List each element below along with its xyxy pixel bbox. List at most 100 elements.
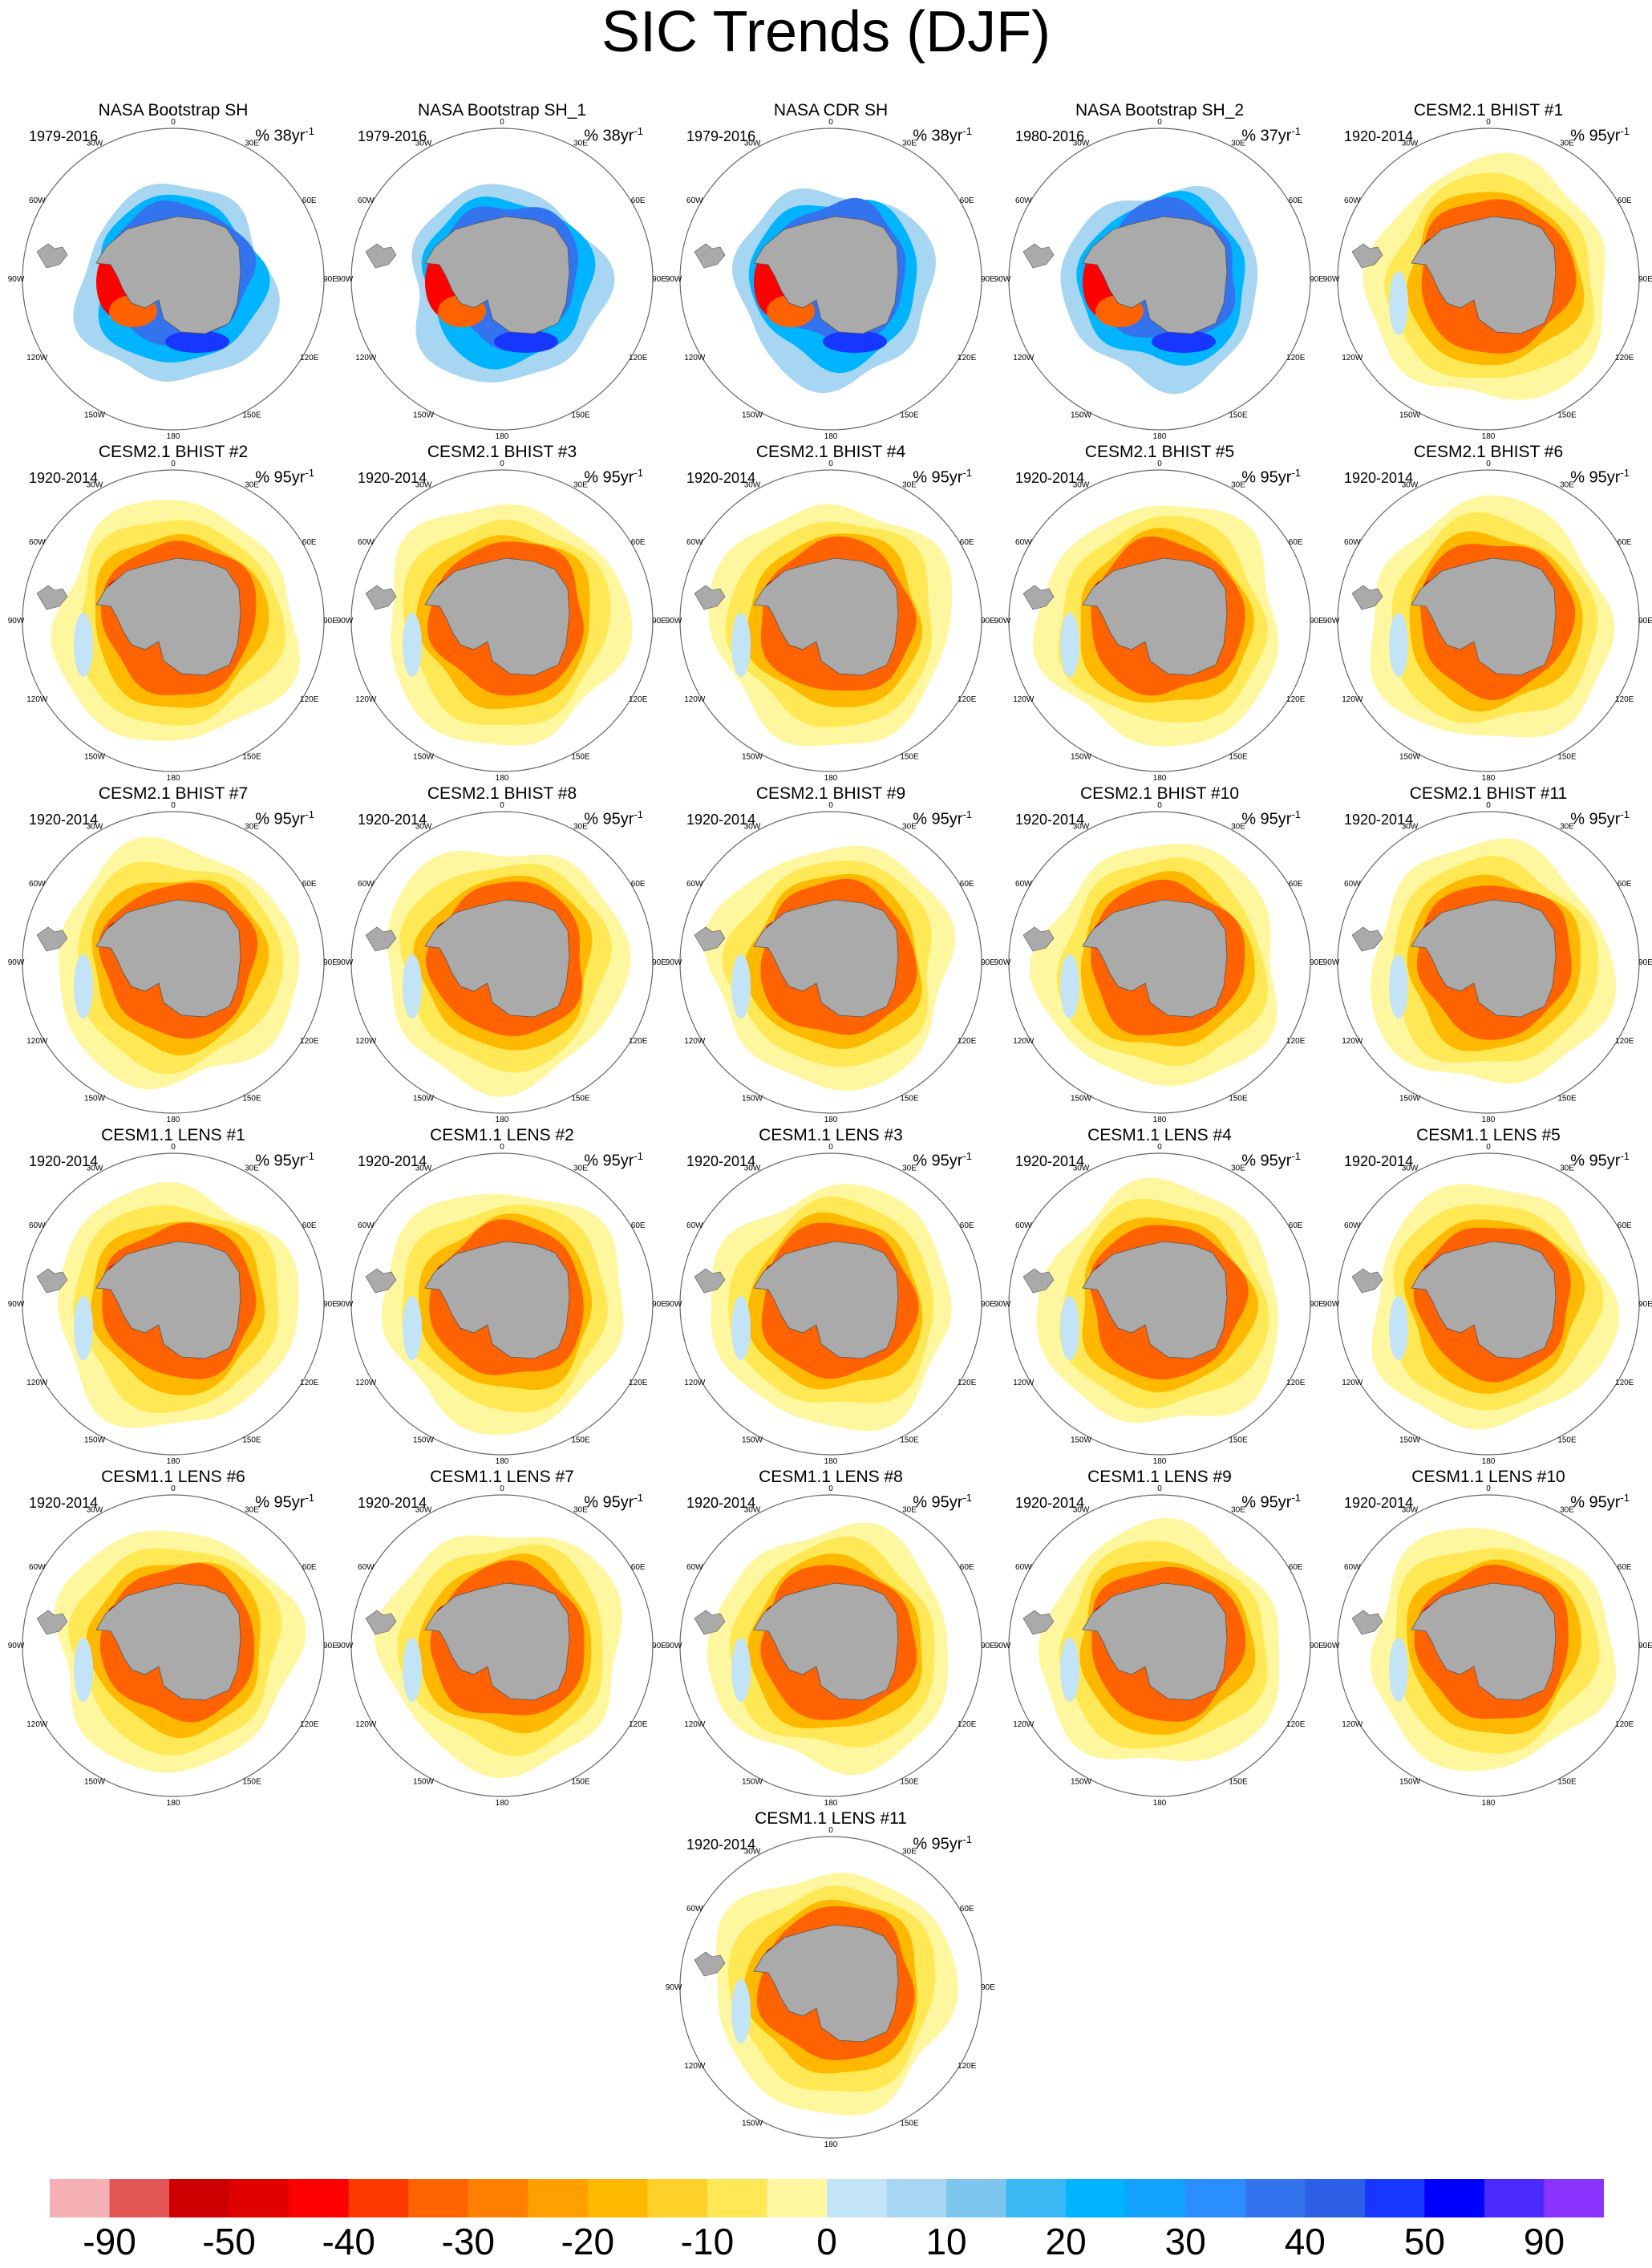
- panel-unit: % 95yr-1: [255, 1150, 314, 1170]
- panel-years: 1920-2014: [358, 1153, 427, 1169]
- longitude-label: 60W: [1015, 1563, 1032, 1572]
- panel-title: CESM2.1 BHIST #10: [1079, 784, 1240, 803]
- trend-field: [731, 954, 751, 1019]
- longitude-label: 60W: [358, 1221, 375, 1230]
- map-panel: NASA Bootstrap SH_1 1979-2016 % 38yr-1 0 30E…: [337, 101, 667, 444]
- longitude-label: 150E: [1557, 1778, 1577, 1787]
- longitude-label: 150E: [900, 1436, 919, 1445]
- longitude-label: 150E: [1229, 1778, 1248, 1787]
- longitude-label: 120E: [1286, 1379, 1306, 1387]
- longitude-label: 90W: [8, 617, 25, 626]
- longitude-label: 150E: [242, 411, 261, 420]
- panel-title: CESM2.1 BHIST #11: [1409, 784, 1568, 803]
- longitude-label: 60W: [1344, 1563, 1361, 1572]
- south-america-tip: [1351, 1610, 1383, 1635]
- longitude-label: 90E: [981, 1300, 995, 1309]
- polar-map: 0 30E 60E 90E 120E 150E 180 150W 120W 90W 60W 30W: [1323, 118, 1652, 441]
- longitude-label: 0: [500, 1484, 504, 1493]
- longitude-label: 30W: [87, 480, 103, 489]
- polar-map: 0 30E 60E 90E 120E 150E 180 150W 120W 90W 60W 30W: [8, 118, 338, 441]
- longitude-label: 120E: [1615, 354, 1634, 362]
- longitude-label: 60E: [631, 1221, 646, 1230]
- page-title: SIC Trends (DJF): [601, 0, 1051, 64]
- longitude-label: 0: [1486, 460, 1491, 468]
- panel-title: CESM2.1 BHIST #5: [1084, 443, 1235, 461]
- longitude-label: 150W: [1399, 411, 1421, 420]
- polar-map: 0 30E 60E 90E 120E 150E 180 150W 120W 90W 60W 30W: [994, 1143, 1324, 1466]
- trend-field: [1060, 1296, 1079, 1360]
- panel-unit: % 95yr-1: [1241, 1492, 1301, 1512]
- longitude-label: 150E: [1229, 1436, 1248, 1445]
- colorbar-swatch: [1066, 2179, 1127, 2217]
- longitude-label: 150W: [413, 1778, 435, 1787]
- longitude-label: 0: [500, 118, 504, 127]
- polar-map: 0 30E 60E 90E 120E 150E 180 150W 120W 90W 60W 30W: [666, 118, 995, 441]
- map-panel: CESM2.1 BHIST #8 1920-2014 % 95yr-1 0 30E 60E…: [337, 784, 667, 1128]
- longitude-label: 120W: [1342, 1720, 1363, 1729]
- longitude-label: 60E: [1289, 880, 1303, 889]
- longitude-label: 150E: [571, 1436, 590, 1445]
- colorbar-tick-label: -40: [322, 2221, 375, 2262]
- longitude-label: 180: [824, 1457, 838, 1466]
- antarctica-land: [1411, 899, 1557, 1018]
- longitude-label: 180: [1153, 432, 1167, 441]
- longitude-label: 30W: [415, 139, 432, 148]
- longitude-label: 120E: [1286, 1037, 1306, 1046]
- colorbar-tick-label: 50: [1403, 2221, 1445, 2262]
- longitude-label: 60E: [1289, 196, 1303, 205]
- longitude-label: 30E: [1231, 1505, 1245, 1514]
- longitude-label: 150W: [1399, 1095, 1421, 1104]
- longitude-label: 60W: [686, 1221, 703, 1230]
- longitude-label: 0: [1486, 118, 1491, 127]
- map-panel: CESM2.1 BHIST #3 1920-2014 % 95yr-1 0 30E 60E…: [337, 443, 667, 786]
- panel-title: CESM2.1 BHIST #3: [427, 443, 577, 461]
- longitude-label: 120E: [300, 1037, 319, 1046]
- south-america-tip: [36, 926, 68, 952]
- longitude-label: 60E: [960, 1563, 974, 1572]
- longitude-label: 30W: [1402, 822, 1419, 831]
- longitude-label: 60W: [358, 538, 375, 547]
- colorbar-swatch: [946, 2179, 1007, 2217]
- longitude-label: 60W: [686, 1563, 703, 1572]
- longitude-label: 30E: [245, 822, 259, 831]
- trend-field: [74, 1638, 93, 1702]
- map-panel: NASA CDR SH 1979-2016 % 38yr-1 0 30E 60E 90E 12…: [666, 101, 996, 444]
- longitude-label: 120E: [629, 1720, 648, 1729]
- longitude-label: 30W: [744, 1847, 761, 1856]
- trend-field: [1060, 1638, 1079, 1702]
- map-panel: CESM1.1 LENS #4 1920-2014 % 95yr-1 0 30E 60E 9…: [994, 1126, 1325, 1469]
- map-panel: NASA Bootstrap SH 1979-2016 % 38yr-1 0 30E 60…: [8, 101, 338, 444]
- antarctica-land: [1082, 1241, 1228, 1359]
- longitude-label: 0: [171, 460, 176, 468]
- panel-title: CESM2.1 BHIST #7: [98, 784, 249, 803]
- map-panel: CESM2.1 BHIST #5 1920-2014 % 95yr-1 0 30E 60E…: [994, 443, 1325, 786]
- longitude-label: 90W: [337, 617, 354, 626]
- map-panel: CESM1.1 LENS #7 1920-2014 % 95yr-1 0 30E 60E 9…: [337, 1468, 667, 1811]
- longitude-label: 60E: [1618, 538, 1632, 547]
- trend-field: [1152, 330, 1216, 353]
- longitude-label: 30E: [1560, 139, 1574, 148]
- longitude-label: 90W: [666, 1983, 682, 1992]
- panel-years: 1920-2014: [29, 470, 99, 486]
- panel-years: 1920-2014: [686, 1153, 756, 1169]
- longitude-label: 120W: [1013, 1379, 1035, 1387]
- longitude-label: 60W: [1344, 196, 1361, 205]
- longitude-label: 30E: [573, 139, 588, 148]
- south-america-tip: [365, 1610, 397, 1635]
- longitude-label: 30W: [415, 1505, 432, 1514]
- longitude-label: 30E: [573, 1505, 588, 1514]
- longitude-label: 30E: [1231, 480, 1245, 489]
- panel-title: CESM1.1 LENS #5: [1416, 1126, 1561, 1144]
- longitude-label: 120E: [958, 1720, 977, 1729]
- longitude-label: 150E: [1229, 1095, 1248, 1104]
- antarctica-land: [424, 557, 570, 676]
- panel-title: CESM1.1 LENS #3: [759, 1126, 903, 1144]
- colorbar-swatch: [827, 2179, 888, 2217]
- panel-years: 1920-2014: [358, 1495, 427, 1511]
- south-america-tip: [1351, 926, 1383, 952]
- polar-map: 0 30E 60E 90E 120E 150E 180 150W 120W 90W 60W 30W: [994, 801, 1324, 1124]
- longitude-label: 90W: [994, 1642, 1011, 1650]
- longitude-label: 30E: [902, 822, 917, 831]
- antarctica-land: [753, 1924, 899, 2043]
